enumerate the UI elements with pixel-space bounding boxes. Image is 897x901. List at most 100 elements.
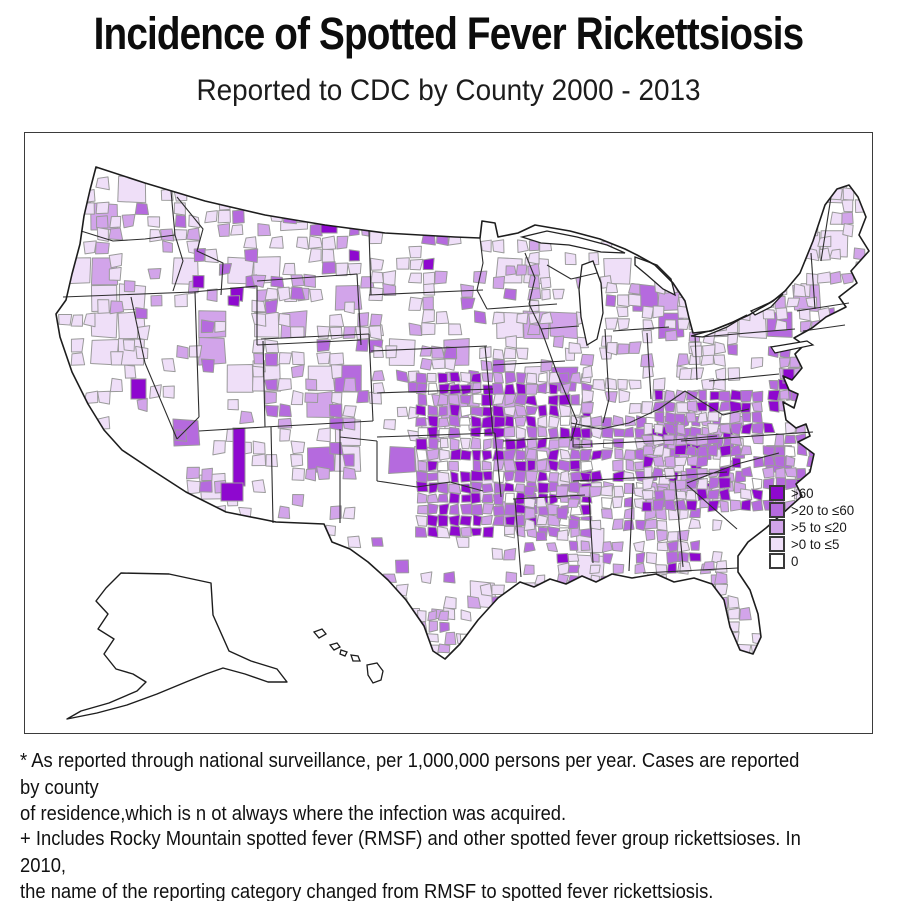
- county-cell: [290, 274, 305, 287]
- county-cell: [347, 535, 362, 549]
- county-cell: [295, 196, 309, 211]
- county-cell: [830, 271, 842, 285]
- county-cell: [548, 439, 561, 451]
- county-cell: [504, 359, 517, 373]
- county-cell-nevada-dark-county: [130, 378, 147, 400]
- county-cell: [515, 382, 527, 395]
- county-cell: [316, 339, 331, 353]
- county-cell: [523, 496, 536, 509]
- county-cell: [147, 267, 162, 280]
- county-cell: [688, 518, 701, 530]
- county-cell: [813, 345, 825, 359]
- county-cell: [611, 496, 623, 509]
- county-cell: [348, 183, 362, 197]
- county-cell: [678, 367, 693, 380]
- county-cell: [525, 383, 539, 395]
- county-cell: [471, 382, 482, 395]
- county-cell: [612, 470, 626, 483]
- county-cell: [664, 411, 676, 424]
- county-cell: [409, 258, 424, 271]
- county-cell: [420, 571, 433, 584]
- county-cell: [471, 503, 483, 516]
- county-cell: [729, 411, 741, 425]
- county-cell: [187, 505, 202, 519]
- county-cell: [556, 529, 569, 541]
- county-cell: [800, 368, 812, 379]
- county-cell: [296, 236, 309, 250]
- county-cell: [767, 400, 780, 413]
- county-cell: [368, 286, 384, 302]
- county-cell: [628, 283, 641, 295]
- county-cell: [547, 427, 559, 439]
- county-cell: [201, 467, 213, 482]
- county-cell: [448, 492, 460, 504]
- county-cell: [415, 438, 428, 451]
- county-cell: [719, 444, 732, 457]
- county-cell: [431, 358, 446, 370]
- county-cell: [527, 323, 541, 335]
- county-cell: [243, 236, 258, 249]
- legend-row: >20 to ≤60: [769, 501, 857, 518]
- county-cell: [779, 357, 792, 369]
- county-cell: [264, 299, 279, 315]
- county-cell: [642, 477, 655, 491]
- county-cell: [244, 248, 259, 264]
- county-cell: [600, 584, 611, 597]
- county-cell: [134, 202, 149, 216]
- county-cell: [96, 215, 109, 229]
- county-cell: [421, 309, 435, 324]
- legend-swatch-5-20: [769, 518, 785, 535]
- county-cell: [635, 551, 646, 564]
- county-cell: [473, 310, 487, 325]
- county-cell: [449, 503, 460, 516]
- county-cell: [264, 352, 279, 367]
- county-cell: [71, 416, 83, 430]
- county-cell: [206, 288, 218, 302]
- county-cell: [592, 379, 606, 392]
- county-cell: [602, 553, 614, 565]
- county-cell: [603, 203, 631, 232]
- county-cell: [688, 294, 702, 307]
- county-cell: [523, 518, 536, 531]
- county-cell: [789, 411, 801, 423]
- county-cell: [569, 372, 582, 384]
- lake-michigan: [578, 260, 604, 347]
- county-cell: [515, 264, 528, 276]
- county-cell: [200, 358, 215, 373]
- county-cell: [556, 485, 569, 499]
- county-cell: [438, 503, 450, 516]
- county-cell: [699, 585, 712, 597]
- county-cell: [396, 257, 410, 270]
- county-cell: [715, 609, 728, 620]
- county-cell: [335, 262, 349, 277]
- county-cell: [395, 369, 409, 383]
- county-cell: [483, 427, 494, 437]
- county-cell: [482, 470, 493, 481]
- footnote-rmsf: + Includes Rocky Mountain spotted fever …: [20, 828, 801, 901]
- us-map-panel: >60 >20 to ≤60 >5 to ≤20 >0 to ≤5 0: [24, 132, 873, 734]
- county-cell: [316, 466, 330, 480]
- county-cell: [481, 372, 494, 383]
- county-cell: [428, 482, 440, 494]
- county-cell: [448, 415, 461, 428]
- county-cell: [589, 552, 600, 563]
- county-cell: [186, 227, 201, 241]
- county-cell: [109, 300, 125, 315]
- county-cell: [536, 450, 549, 461]
- county-cell: [676, 353, 690, 367]
- county-cell: [482, 438, 492, 451]
- county-cell: [459, 449, 472, 461]
- county-cell: [383, 419, 397, 431]
- county-cell: [343, 301, 355, 314]
- county-cell: [90, 499, 120, 529]
- county-cell: [504, 371, 517, 385]
- county-cell: [751, 411, 763, 424]
- county-cell: [415, 632, 428, 645]
- county-cell: [763, 422, 776, 434]
- county-cell: [417, 460, 428, 472]
- county-cell: [83, 240, 97, 255]
- county-cell: [718, 477, 731, 489]
- county-cell: [308, 248, 322, 263]
- county-cell: [580, 438, 592, 449]
